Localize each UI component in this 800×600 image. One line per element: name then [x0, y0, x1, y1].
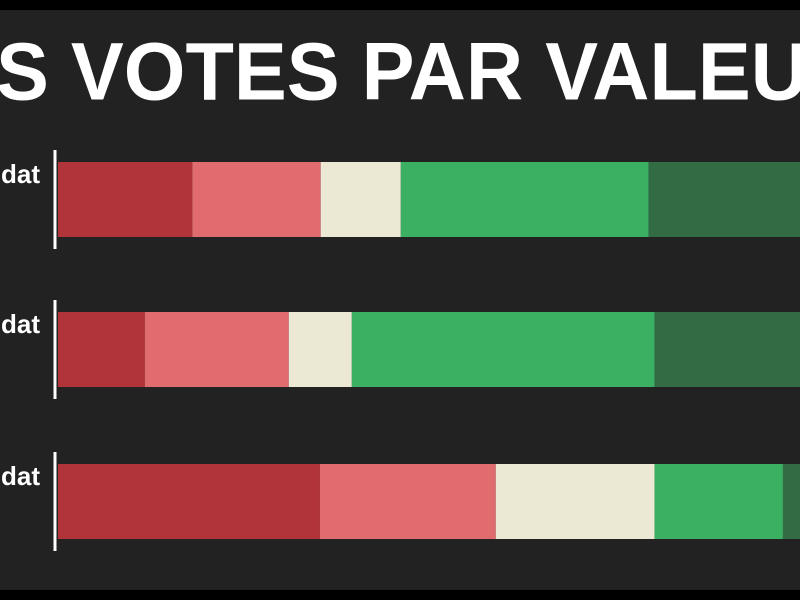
bar-segment	[58, 162, 193, 237]
bar-segment	[495, 464, 655, 539]
bar-segment	[351, 312, 655, 387]
bar-segment	[654, 312, 800, 387]
chart-title: S VOTES PAR VALEU	[0, 27, 800, 118]
bar-segment	[654, 464, 783, 539]
category-label: dat	[1, 159, 40, 189]
bar-segment	[192, 162, 321, 237]
category-label: dat	[1, 309, 40, 339]
bar-segment	[648, 162, 800, 237]
category-label: dat	[1, 461, 40, 491]
bar-segment	[144, 312, 289, 387]
bar-segment	[400, 162, 649, 237]
bar-segment	[319, 464, 496, 539]
bar-segment	[320, 162, 401, 237]
bar-segment	[782, 464, 800, 539]
bar-segment	[288, 312, 352, 387]
bar-segment	[58, 464, 320, 539]
bar-segment	[58, 312, 145, 387]
